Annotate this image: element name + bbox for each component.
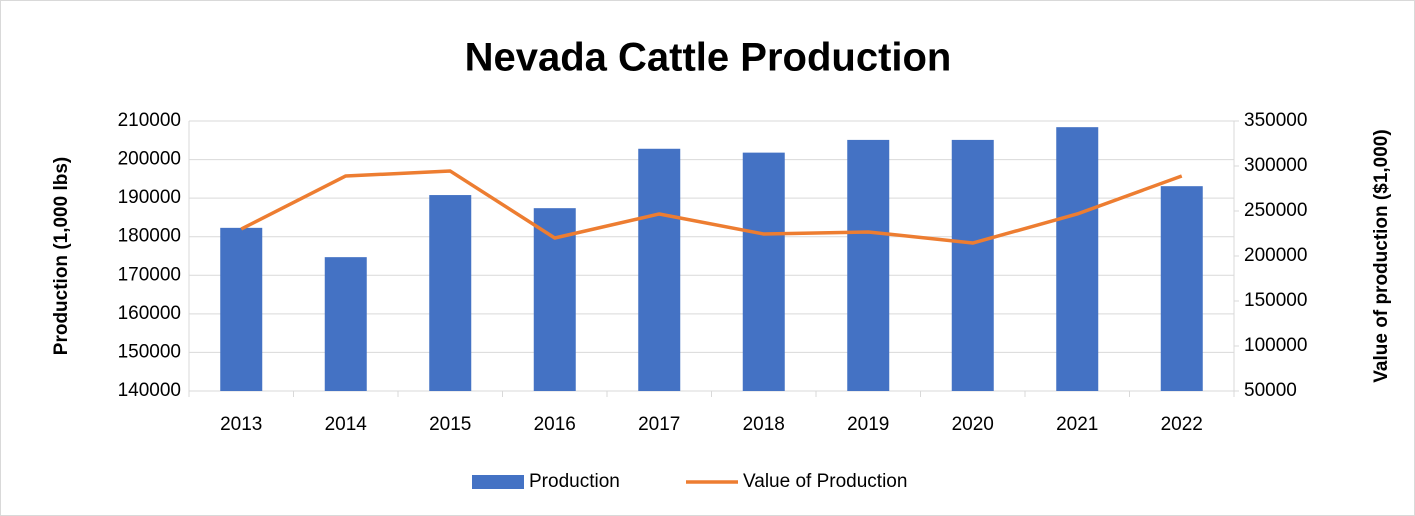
bar (951, 139, 994, 391)
y-tick-label: 150000 (118, 341, 181, 362)
x-tick-label: 2015 (429, 414, 471, 435)
bar (742, 152, 785, 391)
bar (324, 257, 367, 391)
legend-label: Production (529, 471, 620, 492)
line (240, 169, 1183, 245)
bar (847, 139, 890, 391)
bar (638, 148, 681, 391)
y2-tick-label: 200000 (1244, 245, 1307, 266)
legend-label: Value of Production (743, 471, 907, 492)
legend-swatch (472, 475, 524, 489)
y2-tick-label: 50000 (1244, 380, 1297, 401)
x-tick-label: 2021 (1056, 414, 1098, 435)
bar (1160, 186, 1203, 391)
y2-axis-label: Value of production ($1,000) (1371, 129, 1392, 382)
y2-tick-label: 300000 (1244, 155, 1307, 176)
bar (220, 227, 263, 391)
y-tick-label: 160000 (118, 303, 181, 324)
x-tick-label: 2020 (952, 414, 994, 435)
chart-title: Nevada Cattle Production (465, 36, 952, 80)
y2-tick-label: 150000 (1244, 290, 1307, 311)
y-tick-label: 170000 (118, 264, 181, 285)
x-tick-label: 2013 (220, 414, 262, 435)
y2-tick-label: 350000 (1244, 110, 1307, 131)
x-tick-label: 2016 (534, 414, 576, 435)
y-axis-label: Production (1,000 lbs) (51, 157, 72, 355)
x-tick-label: 2022 (1161, 414, 1203, 435)
y-tick-label: 180000 (118, 226, 181, 247)
y2-tick-label: 250000 (1244, 200, 1307, 221)
x-tick-label: 2014 (325, 414, 368, 435)
x-tick-label: 2018 (743, 414, 785, 435)
y-tick-label: 200000 (118, 149, 181, 170)
x-tick-label: 2019 (847, 414, 889, 435)
y-tick-label: 210000 (118, 110, 181, 131)
x-tick-label: 2017 (638, 414, 680, 435)
bar (1056, 127, 1099, 392)
y-tick-label: 190000 (118, 187, 181, 208)
y2-tick-label: 100000 (1244, 335, 1307, 356)
y-tick-label: 140000 (118, 380, 181, 401)
bar (429, 195, 472, 391)
